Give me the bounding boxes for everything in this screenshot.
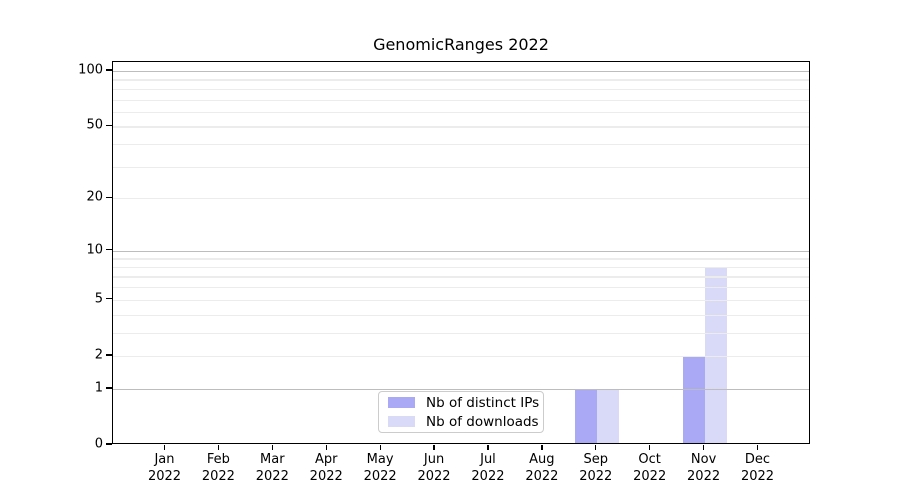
bar-nov-distinct-ips	[682, 355, 705, 443]
x-tick-label: Mar 2022	[255, 452, 289, 484]
x-axis-tick	[487, 445, 489, 450]
x-axis-tick	[325, 445, 327, 450]
x-tick-label: May 2022	[363, 452, 397, 484]
y-axis-tick	[105, 124, 112, 127]
x-axis-tick	[163, 445, 166, 450]
gridline-minor	[113, 144, 809, 146]
y-tick-label: 10	[86, 242, 103, 258]
x-tick-label: Jun 2022	[417, 452, 451, 484]
x-tick-label: Jul 2022	[471, 452, 505, 484]
y-axis-tick	[105, 354, 112, 356]
gridline-major	[113, 250, 809, 252]
gridline-minor	[113, 287, 809, 289]
x-tick-label: Oct 2022	[633, 452, 667, 484]
gridline-major	[113, 388, 809, 391]
x-axis-tick	[379, 445, 381, 450]
x-tick-label: Aug 2022	[525, 452, 559, 484]
x-tick-label: Jan 2022	[147, 452, 182, 484]
y-axis-tick	[105, 443, 112, 445]
x-tick-label: Dec 2022	[740, 452, 775, 484]
x-axis-tick	[595, 445, 597, 450]
gridline-minor	[113, 299, 809, 301]
x-axis-tick	[541, 445, 543, 450]
legend-swatch-distinct-ips	[388, 397, 415, 408]
y-tick-label: 50	[86, 117, 103, 133]
y-tick-label: 20	[86, 189, 103, 205]
gridline-minor	[113, 266, 809, 269]
gridline-minor	[113, 88, 809, 91]
legend-item-distinct-ips: Nb of distinct IPs	[388, 395, 543, 411]
legend-item-downloads: Nb of downloads	[388, 414, 543, 430]
gridline-minor	[113, 126, 809, 128]
gridline-minor	[113, 166, 809, 168]
x-axis-tick	[217, 445, 220, 450]
gridline-major	[113, 71, 809, 73]
x-axis-tick	[756, 445, 759, 450]
x-tick-label: Nov 2022	[687, 452, 721, 484]
y-tick-label: 0	[94, 436, 103, 452]
gridline-minor	[113, 79, 809, 81]
y-axis-tick	[105, 387, 112, 389]
x-tick-label: Sep 2022	[579, 452, 613, 484]
legend-label-distinct-ips: Nb of distinct IPs	[426, 394, 540, 411]
bar-nov-downloads	[704, 266, 727, 443]
gridline-minor	[113, 198, 809, 200]
gridline-minor	[113, 314, 809, 316]
y-tick-label: 5	[94, 291, 103, 307]
y-axis-tick	[105, 69, 112, 71]
y-tick-label: 100	[78, 62, 103, 78]
x-tick-label: Feb 2022	[201, 452, 235, 484]
legend-label-downloads: Nb of downloads	[426, 413, 539, 430]
gridline-minor	[113, 332, 809, 334]
gridline-minor	[113, 276, 809, 278]
legend-swatch-downloads	[388, 416, 415, 427]
chart-title: GenomicRanges 2022	[373, 35, 549, 54]
legend: Nb of distinct IPs Nb of downloads	[378, 391, 544, 433]
x-axis-tick	[271, 445, 273, 450]
x-axis-tick	[649, 445, 651, 450]
gridline-minor	[113, 99, 809, 101]
gridline-minor	[113, 111, 809, 114]
plot-area	[112, 61, 810, 444]
y-axis-tick	[105, 196, 112, 198]
x-axis-tick	[433, 445, 435, 450]
x-axis-tick	[702, 445, 705, 450]
gridline-minor	[113, 258, 809, 260]
bar-sep-distinct-ips	[574, 388, 597, 443]
y-tick-label: 1	[94, 380, 103, 396]
gridline-minor	[113, 355, 809, 358]
y-axis-tick	[105, 249, 112, 251]
bar-sep-downloads	[596, 388, 619, 443]
y-tick-label: 2	[94, 347, 103, 363]
x-tick-label: Apr 2022	[309, 452, 343, 484]
y-axis-tick	[105, 298, 112, 300]
